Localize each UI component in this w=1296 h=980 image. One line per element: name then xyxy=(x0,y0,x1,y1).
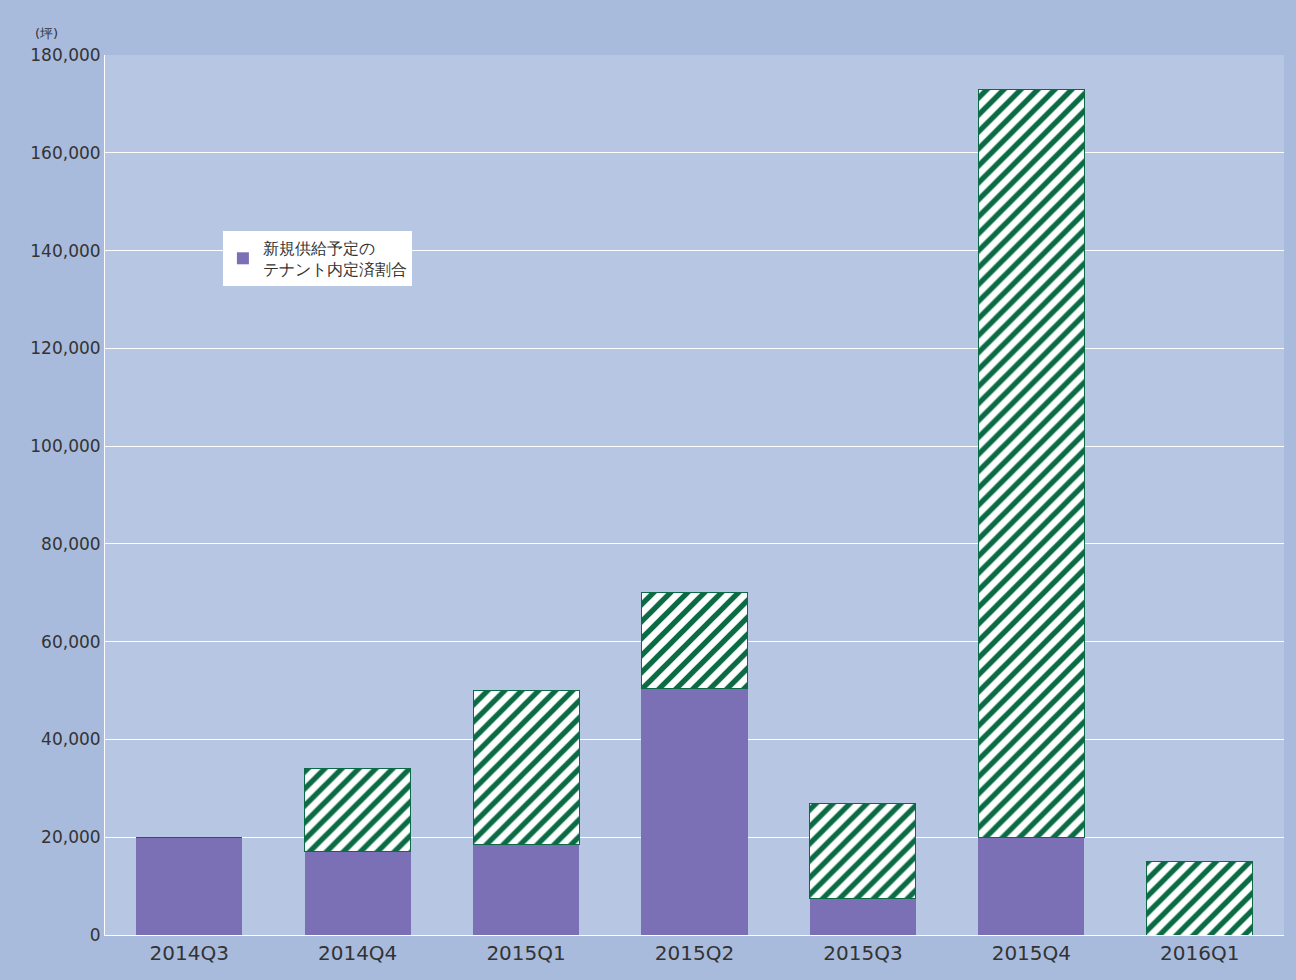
svg-text:0: 0 xyxy=(90,925,101,945)
svg-text:160,000: 160,000 xyxy=(30,143,100,163)
svg-text:新規供給予定のテナント内定済割合: 新規供給予定のテナント内定済割合 xyxy=(263,239,407,279)
svg-text:(坪): (坪) xyxy=(35,26,58,41)
svg-text:2015Q3: 2015Q3 xyxy=(823,941,902,965)
svg-text:40,000: 40,000 xyxy=(41,729,100,749)
svg-text:2015Q4: 2015Q4 xyxy=(992,941,1071,965)
svg-text:80,000: 80,000 xyxy=(41,534,100,554)
svg-text:2014Q4: 2014Q4 xyxy=(318,941,397,965)
svg-text:20,000: 20,000 xyxy=(41,827,100,847)
svg-text:2016Q1: 2016Q1 xyxy=(1160,941,1239,965)
svg-text:120,000: 120,000 xyxy=(30,338,100,358)
svg-text:2014Q3: 2014Q3 xyxy=(150,941,229,965)
svg-text:60,000: 60,000 xyxy=(41,632,100,652)
svg-text:2015Q1: 2015Q1 xyxy=(486,941,565,965)
svg-text:180,000: 180,000 xyxy=(30,45,100,65)
svg-text:100,000: 100,000 xyxy=(30,436,100,456)
svg-text:2015Q2: 2015Q2 xyxy=(655,941,734,965)
svg-text:140,000: 140,000 xyxy=(30,241,100,261)
